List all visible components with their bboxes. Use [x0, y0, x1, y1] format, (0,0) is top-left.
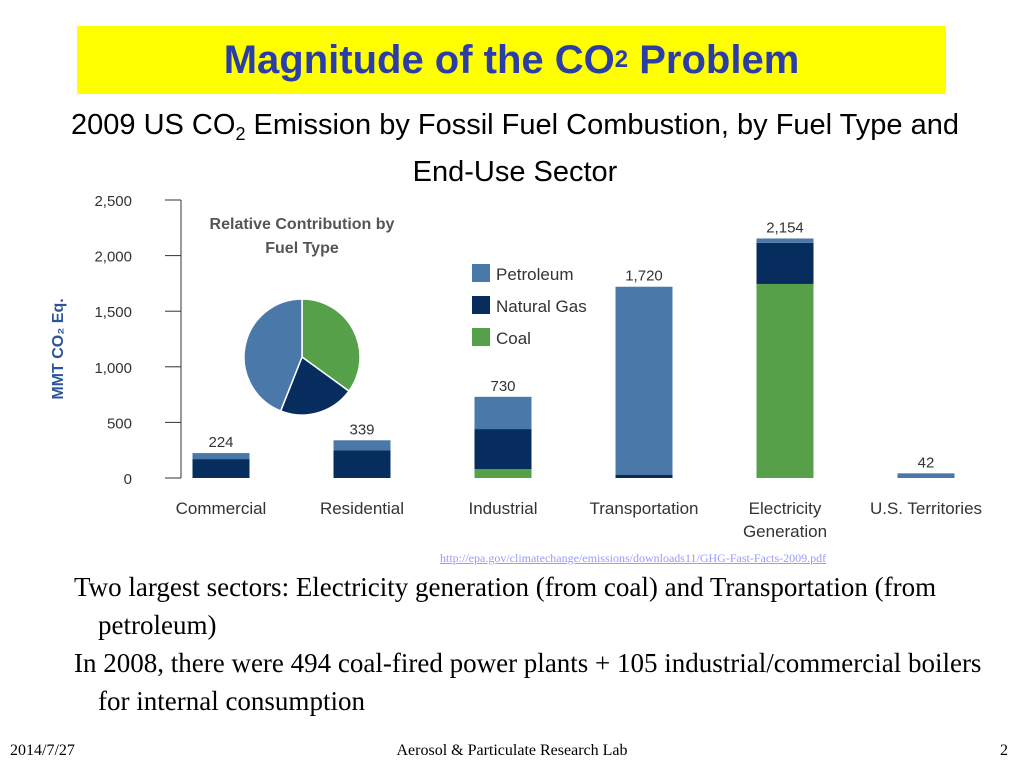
x-tick-label: Transportation — [590, 499, 699, 518]
title-subscript: 2 — [614, 46, 629, 73]
bar-total-label: 224 — [208, 434, 233, 451]
y-tick-label: 500 — [107, 415, 132, 432]
bar-segment-natural-gas — [615, 474, 673, 478]
pie-slice-petroleum — [243, 298, 303, 412]
pie-slice-coal — [301, 298, 361, 393]
bar-segment-natural-gas — [756, 242, 814, 284]
legend-swatch — [472, 296, 490, 314]
title-text-end: Problem — [628, 37, 800, 82]
bar-segment-petroleum — [615, 286, 673, 475]
bar-segment-petroleum — [474, 396, 532, 430]
legend-swatch — [472, 264, 490, 282]
y-tick-label: 2,500 — [94, 193, 132, 210]
x-tick-label: Residential — [320, 499, 404, 518]
y-tick-label: 0 — [124, 471, 132, 488]
legend: Petroleum Natural Gas Coal — [472, 264, 587, 348]
subtitle-post: Emission by Fossil Fuel Combustion, by F… — [245, 109, 959, 188]
bar-segment-natural-gas — [192, 459, 250, 478]
y-tick-label: 2,000 — [94, 249, 132, 266]
bullet-item: In 2008, there were 494 coal-fired power… — [74, 648, 982, 716]
legend-label: Natural Gas — [496, 297, 587, 316]
x-tick-label: Generation — [743, 522, 827, 541]
bar-total-label: 1,720 — [625, 268, 663, 285]
subtitle-pre: 2009 US CO — [71, 109, 236, 141]
bar-series: 224 Commercial 339 Residential 730 Industrial… — [176, 219, 982, 541]
bar-segment-petroleum — [897, 473, 955, 478]
y-tick-label: 1,500 — [94, 304, 132, 321]
y-axis: 0 500 1,000 1,500 2,000 2,500 MMT CO₂ Eq. — [50, 193, 182, 488]
bar-segment-coal — [474, 469, 532, 478]
source-link[interactable]: http://epa.gov/climatechange/emissions/d… — [440, 551, 827, 565]
footer-lab-name: Aerosol & Particulate Research Lab — [396, 742, 628, 759]
bar-segment-coal — [756, 283, 814, 478]
slide-title: Magnitude of the CO 2 Problem — [77, 26, 946, 94]
bar-segment-petroleum — [333, 440, 391, 451]
legend-label: Petroleum — [496, 265, 573, 284]
pie-title-line2: Fuel Type — [265, 240, 339, 257]
legend-label: Coal — [496, 329, 531, 348]
bar-total-label: 339 — [349, 421, 374, 438]
x-tick-label: Industrial — [469, 499, 538, 518]
footer-date: 2014/7/27 — [10, 742, 75, 759]
x-tick-label: Commercial — [176, 499, 267, 518]
footer-page-number: 2 — [1000, 742, 1008, 759]
subtitle-subscript: 2 — [235, 124, 246, 144]
bar-segment-natural-gas — [474, 429, 532, 470]
bullet-list: Two largest sectors: Electricity generat… — [74, 568, 1004, 720]
bar-segment-natural-gas — [333, 450, 391, 478]
title-text: Magnitude of the CO — [223, 37, 615, 82]
bar-segment-petroleum — [756, 238, 814, 243]
bar-total-label: 730 — [490, 378, 515, 395]
bar-segment-petroleum — [192, 453, 250, 460]
pie-title: Relative Contribution by — [210, 216, 395, 233]
bar-total-label: 42 — [918, 454, 935, 471]
chart-subtitle: 2009 US CO2 Emission by Fossil Fuel Comb… — [40, 106, 990, 191]
pie-slice-natural-gas — [279, 355, 350, 416]
x-tick-label: Electricity — [749, 499, 822, 518]
y-axis-label: MMT CO₂ Eq. — [50, 298, 67, 399]
y-tick-label: 1,000 — [94, 360, 132, 377]
emissions-chart: 0 500 1,000 1,500 2,000 2,500 MMT CO₂ Eq. 224 C… — [50, 193, 982, 541]
pie-chart: Relative Contribution by Fuel Type — [210, 216, 395, 416]
legend-swatch — [472, 328, 490, 346]
bar-total-label: 2,154 — [766, 219, 804, 236]
bullet-item: Two largest sectors: Electricity generat… — [74, 572, 937, 640]
x-tick-label: U.S. Territories — [870, 499, 982, 518]
